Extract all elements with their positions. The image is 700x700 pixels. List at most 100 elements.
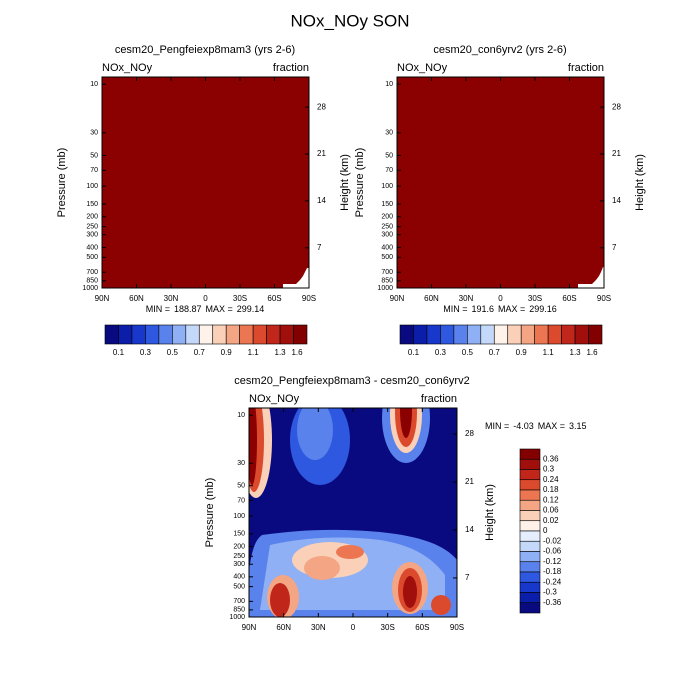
y-tick-label: 300 [233,561,245,568]
colorbar-box [480,324,495,345]
colorbar-label: -0.12 [543,557,562,566]
min-max: MIN = 188.87 MAX = 299.14 [146,304,265,314]
colorbar-box [131,324,146,345]
x-tick-label: 30N [459,294,474,303]
x-tick-label: 90N [95,294,110,303]
colorbar-box [158,324,173,345]
figure-title: NOx_NOy SON [290,11,409,30]
colorbar-box [507,324,522,345]
x-tick-label: 30S [233,294,247,303]
y2-tick-label: 28 [465,429,474,438]
colorbar-label: 0.3 [435,348,447,357]
y2-tick-label: 14 [612,196,621,205]
y-tick-label: 30 [385,130,393,137]
x-tick-label: 90S [302,294,316,303]
colorbar-label: -0.24 [543,577,562,586]
y-tick-label: 700 [233,598,245,605]
x-tick-label: 60N [276,623,291,632]
min-max-part: MAX = [206,304,233,314]
colorbar-box [252,324,267,345]
y2-tick-label: 21 [465,477,474,486]
colorbar-box [519,561,541,573]
colorbar-box [519,592,541,604]
colorbar-label: -0.02 [543,536,562,545]
colorbar-box [574,324,589,345]
colorbar-box [266,324,281,345]
colorbar-label: -0.06 [543,547,562,556]
y-tick-label: 700 [86,269,98,276]
y-tick-label: 1000 [229,614,245,621]
colorbar-box [198,324,214,345]
y-tick-label: 50 [90,152,98,159]
colorbar-label: 0.18 [543,485,559,494]
colorbar-label: 1.6 [586,348,598,357]
min-max-part: MIN = [443,304,467,314]
contour-field [102,77,604,288]
min-max-part: 188.87 [174,304,202,314]
left-label: NOx_NOy [102,62,153,74]
colorbar-box [467,324,482,345]
y-tick-label: 400 [233,574,245,581]
colorbar-box [519,479,541,491]
colorbar-box [519,571,541,583]
colorbar-box [413,324,428,345]
colorbar-box [440,324,455,345]
min-max: MIN = -4.03 MAX = 3.15 [485,421,587,431]
min-max-part: 191.6 [471,304,494,314]
colorbar-label: 0.02 [543,516,559,525]
x-tick-label: 60N [424,294,439,303]
right-label: fraction [568,62,604,74]
y2-axis-label: Height (km) [634,154,646,211]
y2-tick-label: 7 [465,573,470,582]
y-axis-label: Pressure (mb) [56,148,68,218]
colorbar-label: 0.36 [543,454,559,463]
right-label: fraction [273,62,309,74]
y2-axis-label: Height (km) [339,154,351,211]
colorbar-label: 0.5 [167,348,179,357]
colorbar-box [519,581,541,593]
y-tick-label: 200 [86,214,98,221]
y-tick-label: 50 [385,152,393,159]
panel-title: cesm20_Pengfeiexp8mam3 - cesm20_con6yrv2 [234,375,469,387]
min-max-part: MIN = [485,421,509,431]
x-tick-label: 90N [242,623,257,632]
y-tick-label: 100 [86,183,98,190]
colorbar-box [519,540,541,552]
panel-title: cesm20_con6yrv2 (yrs 2-6) [433,44,566,56]
y-tick-label: 300 [381,232,393,239]
x-tick-label: 90S [450,623,464,632]
contour-field [249,408,457,617]
y-tick-label: 400 [86,244,98,251]
colorbar-label: 0.1 [113,348,125,357]
min-max-part: -4.03 [513,421,534,431]
colorbar-label: 1.6 [291,348,303,357]
colorbar-box [519,551,541,563]
colorbar-box [519,602,541,614]
left-label: NOx_NOy [249,393,300,405]
y-axis-label: Pressure (mb) [354,148,366,218]
y2-tick-label: 7 [317,243,322,252]
x-tick-label: 60S [267,294,281,303]
y2-tick-label: 21 [612,149,621,158]
colorbar-box [172,324,187,345]
colorbar-box [239,324,254,345]
colorbar-label: -0.18 [543,567,562,576]
y-tick-label: 1000 [82,285,98,292]
colorbar-box [519,489,541,501]
min-max-part: MAX = [498,304,525,314]
y-tick-label: 30 [237,460,245,467]
colorbar-label: 0.9 [516,348,528,357]
x-tick-label: 30N [311,623,326,632]
y-tick-label: 200 [381,214,393,221]
colorbar-box [588,324,603,345]
y-tick-label: 1000 [377,285,393,292]
colorbar-box [561,324,576,345]
colorbar-box [519,520,541,532]
y-tick-label: 150 [381,201,393,208]
y-tick-label: 10 [237,412,245,419]
colorbar-label: 0 [543,526,548,535]
min-max-part: MAX = [538,421,565,431]
y-tick-label: 70 [385,167,393,174]
y-tick-label: 500 [233,583,245,590]
colorbar-box [519,458,541,470]
